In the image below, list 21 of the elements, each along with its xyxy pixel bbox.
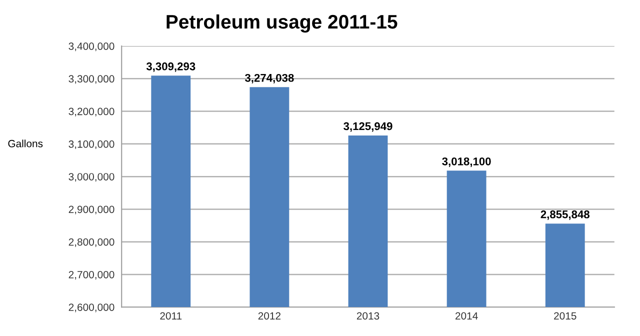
y-tick-label: 3,000,000 [68,173,114,182]
y-tick-label: 2,900,000 [68,206,114,214]
y-tick-label: 2,800,000 [68,238,114,247]
x-tick-label: 2015 [554,312,576,320]
x-tick-label: 2012 [258,312,281,320]
chart-title: Petroleum usage 2011-15 [166,14,398,33]
data-label: 3,125,949 [344,122,392,132]
data-label: 3,309,293 [146,62,196,72]
data-label: 3,018,100 [442,157,491,167]
y-tick-label: 2,700,000 [68,270,114,280]
y-tick-label: 3,200,000 [68,108,114,116]
y-tick-label: 3,100,000 [68,140,114,150]
y-tick-label: 2,600,000 [68,304,114,312]
x-tick-label: 2014 [456,312,478,320]
y-tick-label: 3,300,000 [68,75,114,84]
x-tick-label: 2011 [160,312,182,320]
y-axis-title: Gallons [8,140,43,148]
y-tick-label: 3,400,000 [68,42,114,52]
x-tick-label: 2013 [356,312,380,320]
data-label: 3,274,038 [244,74,294,84]
data-label: 2,855,848 [540,210,590,220]
